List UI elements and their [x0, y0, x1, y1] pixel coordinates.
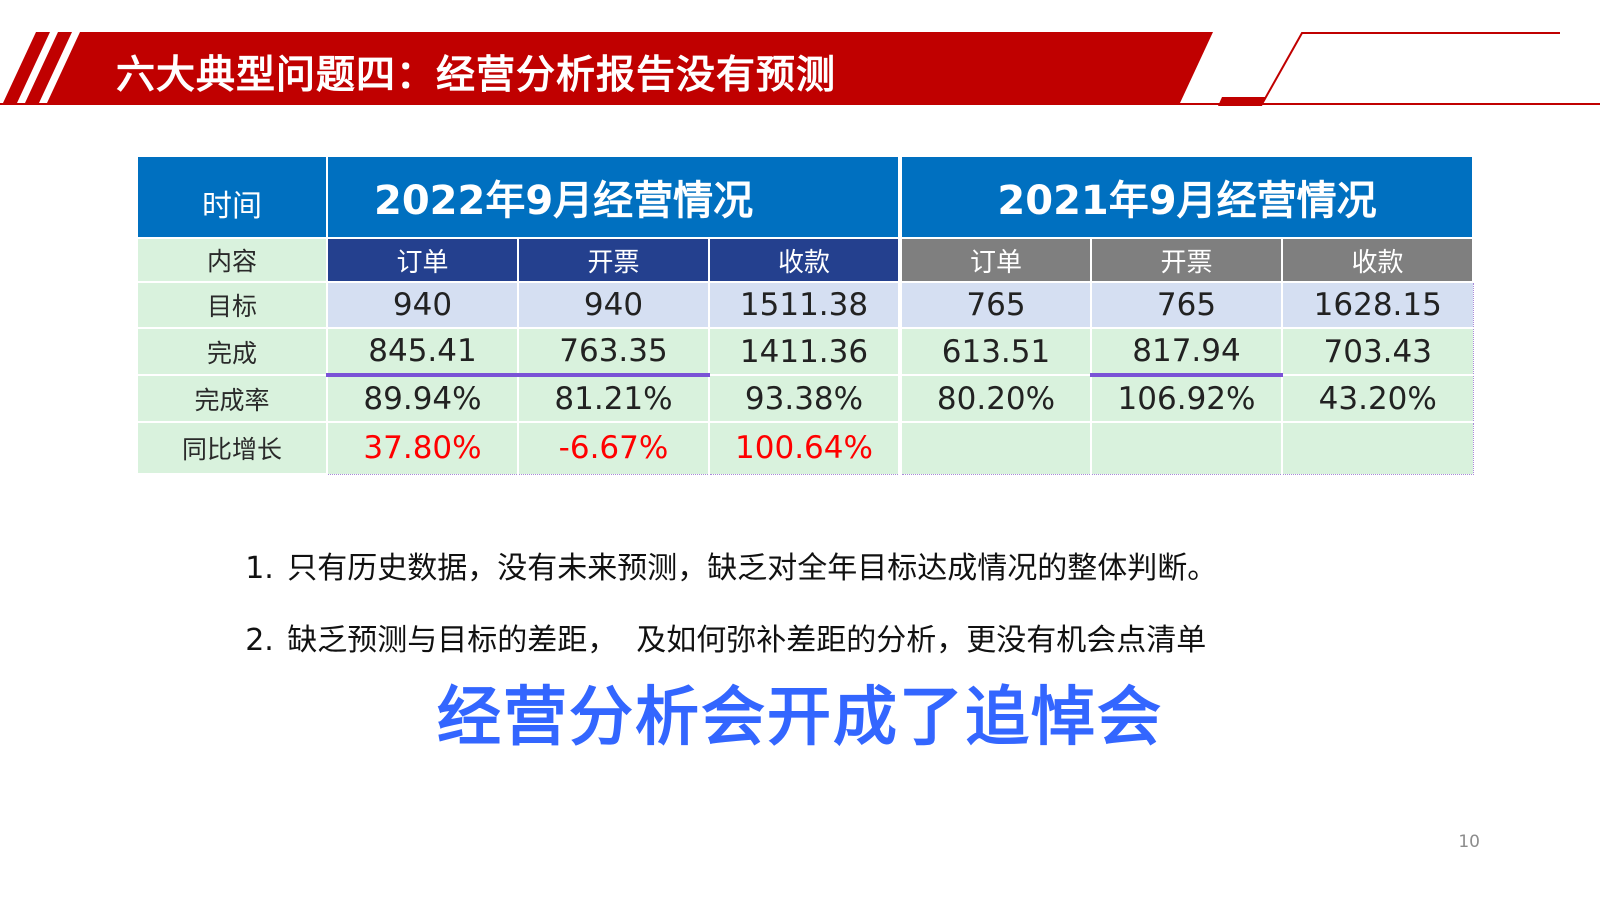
metric-2022-invoice: 开票	[517, 237, 710, 283]
table-cell: 1511.38	[707, 281, 901, 329]
metric-2022-collection: 收款	[707, 237, 902, 283]
table-cell: 765	[898, 281, 1092, 329]
row-label-target: 目标	[136, 281, 328, 329]
header-banner	[0, 32, 1600, 106]
table-cell: 940	[326, 281, 519, 329]
bullet-text: 只有历史数据，没有未来预测，缺乏对全年目标达成情况的整体判断。	[287, 551, 1218, 586]
table-cell: 817.94	[1090, 327, 1283, 377]
table-cell: 100.64%	[707, 421, 901, 475]
row-label-rate: 完成率	[136, 374, 328, 423]
page-title: 六大典型问题四：经营分析报告没有预测	[116, 53, 837, 98]
time-header-cell: 时间	[136, 155, 328, 239]
row-label-complete: 完成	[136, 327, 328, 376]
bullet-number: 1.	[245, 551, 274, 586]
table-cell: 89.94%	[326, 374, 519, 423]
bullet-number: 2.	[245, 623, 274, 658]
table-cell: 613.51	[898, 327, 1092, 376]
table-cell: 43.20%	[1281, 374, 1474, 423]
bullet-text: 缺乏预测与目标的差距， 及如何弥补差距的分析，更没有机会点清单	[287, 623, 1207, 658]
table-row-complete: 完成 845.41 763.35 1411.36 613.51 817.94 7…	[136, 327, 1474, 377]
metric-2021-invoice: 开票	[1090, 237, 1284, 283]
slogan: 经营分析会开成了追悼会	[437, 681, 1163, 755]
header-corner-accent	[1218, 97, 1266, 106]
page-number: 10	[1458, 832, 1480, 852]
header-stripe-3	[47, 32, 94, 103]
list-item: 2. 缺乏预测与目标的差距， 及如何弥补差距的分析，更没有机会点清单	[188, 575, 1217, 658]
table-cell: 703.43	[1281, 327, 1474, 376]
list-item: 1. 只有历史数据，没有未来预测，缺乏对全年目标达成情况的整体判断。	[188, 503, 1217, 586]
table-row-growth: 同比增长 37.80% -6.67% 100.64%	[136, 421, 1474, 475]
table-cell: 81.21%	[517, 374, 710, 423]
metric-2021-order: 订单	[898, 237, 1093, 283]
table-cell: 80.20%	[898, 374, 1092, 423]
table-header-row: 时间 2022年9月经营情况 2021年9月经营情况	[136, 155, 1475, 239]
header-stripe-1	[3, 32, 50, 103]
metric-2021-collection: 收款	[1281, 237, 1475, 283]
table-cell: 845.41	[326, 327, 519, 377]
table-cell: 1411.36	[707, 327, 901, 376]
table-cell	[1090, 421, 1283, 475]
content-header-cell: 内容	[136, 237, 328, 283]
table-cell	[1281, 421, 1474, 475]
table-cell: 1628.15	[1281, 281, 1474, 329]
table-cell: 763.35	[517, 327, 710, 377]
table-cell	[898, 421, 1092, 475]
table-cell: 37.80%	[326, 421, 519, 475]
row-label-growth: 同比增长	[136, 421, 328, 475]
bullet-list: 1. 只有历史数据，没有未来预测，缺乏对全年目标达成情况的整体判断。 2. 缺乏预测…	[188, 503, 1217, 658]
table-cell: 106.92%	[1090, 374, 1283, 423]
year-2022-header: 2022年9月经营情况	[325, 155, 902, 239]
table-cell: 765	[1090, 281, 1283, 329]
table-row-target: 目标 940 940 1511.38 765 765 1628.15	[136, 281, 1474, 329]
table-cell: 940	[517, 281, 710, 329]
header-stripe-2	[25, 32, 72, 103]
metric-header-row: 内容 订单 开票 收款 订单 开票 收款	[136, 237, 1475, 283]
header-corner-line	[1261, 32, 1560, 105]
operations-table: 时间 2022年9月经营情况 2021年9月经营情况 内容 订单 开票 收款 订…	[136, 155, 1475, 475]
table-row-rate: 完成率 89.94% 81.21% 93.38% 80.20% 106.92% …	[136, 374, 1474, 423]
table-cell: -6.67%	[517, 421, 710, 475]
year-2021-header: 2021年9月经营情况	[898, 155, 1475, 239]
header-banner-bar	[52, 32, 1213, 103]
metric-2022-order: 订单	[326, 237, 519, 283]
table-cell: 93.38%	[707, 374, 901, 423]
